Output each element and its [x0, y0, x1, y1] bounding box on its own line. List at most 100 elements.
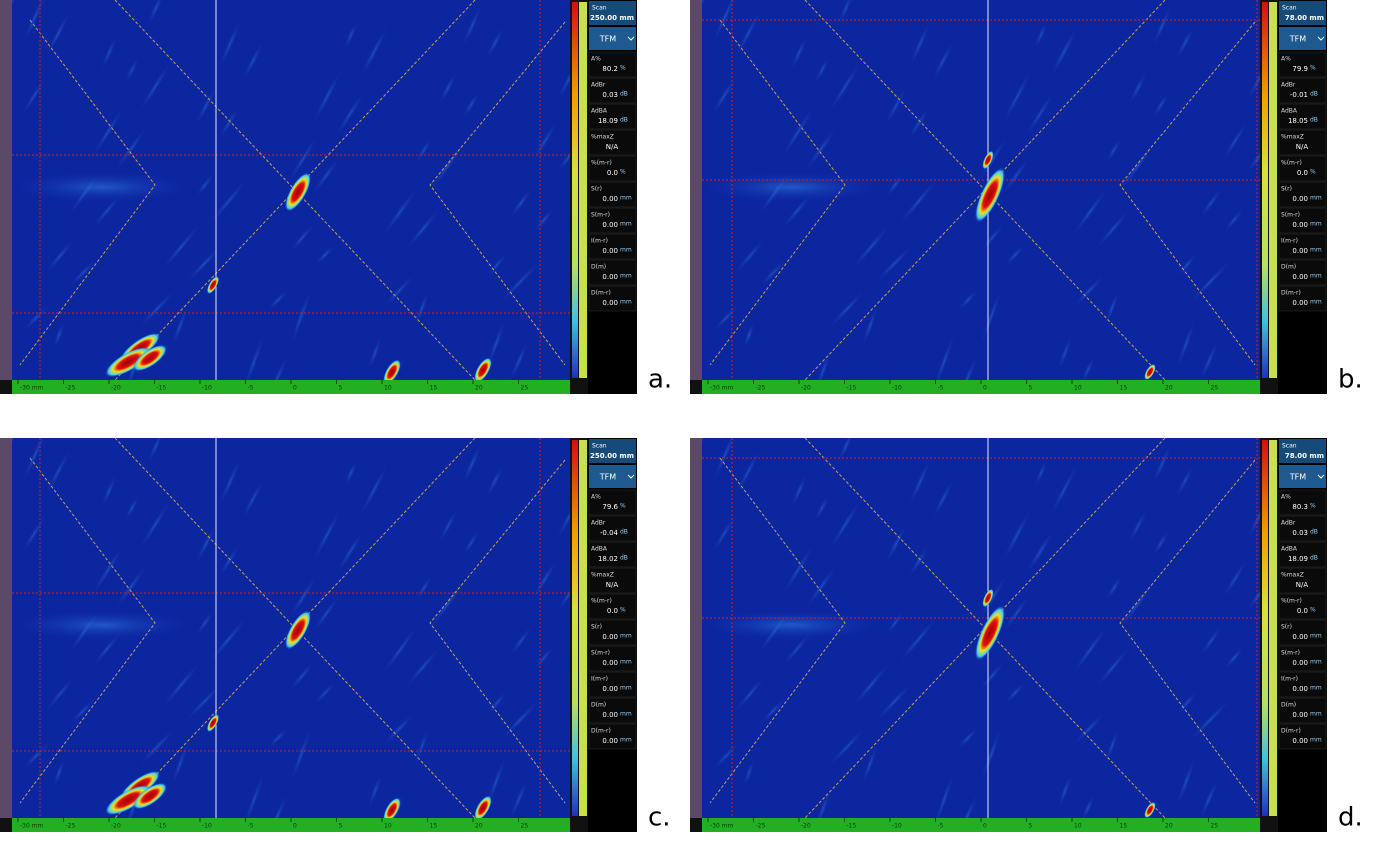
speckle [735, 239, 765, 273]
speckle [713, 742, 739, 770]
mode-value: TFM [1289, 35, 1306, 44]
speckle [735, 449, 761, 495]
reading-label: D(m-r) [591, 728, 611, 735]
speckle [368, 336, 382, 370]
reading-unit: mm [1310, 247, 1322, 254]
reading-cell [1278, 77, 1327, 104]
mode-dropdown[interactable] [1279, 465, 1326, 488]
reading-cell [588, 77, 637, 104]
speckle [805, 565, 837, 609]
mode-dropdown[interactable] [1279, 27, 1326, 50]
speckle [980, 288, 1002, 346]
reading-cell [1278, 51, 1327, 78]
reading-unit: mm [620, 711, 632, 718]
speckle [486, 319, 506, 369]
mode-dropdown[interactable] [589, 27, 636, 50]
speckle [383, 713, 415, 745]
reading-cell [1278, 671, 1327, 698]
reading-unit: % [1310, 65, 1316, 72]
reading-label: D(m) [1281, 702, 1296, 709]
reading-cell [1278, 233, 1327, 260]
reading-label: S(r) [1281, 186, 1292, 193]
speckle [344, 22, 358, 48]
band [702, 172, 882, 202]
speckle [148, 0, 164, 25]
speckle [712, 438, 738, 483]
reading-value: 0.0 [1297, 169, 1308, 177]
reading-value: 0.00 [1292, 659, 1308, 667]
x-tick-label: -30 mm [710, 385, 734, 392]
band [12, 172, 192, 202]
reading-cell [1278, 515, 1327, 542]
x-tick-label: 20 [1165, 385, 1173, 392]
reading-cell [588, 103, 637, 130]
reading-cell [1278, 593, 1327, 620]
scan-value: 78.00 mm [1285, 14, 1324, 22]
speckle [463, 93, 479, 117]
reading-value: 0.00 [1292, 711, 1308, 719]
speckle [70, 697, 96, 725]
speckle [268, 289, 288, 311]
scan-value: 250.00 mm [590, 14, 634, 22]
x-tick-label: -20 [111, 385, 121, 392]
reading-label: AdBA [1281, 546, 1298, 553]
reading-cell [1278, 567, 1327, 594]
indication [474, 357, 492, 380]
speckle [499, 260, 541, 304]
speckle [53, 759, 65, 787]
reading-label: S(m-r) [1281, 212, 1300, 219]
speckle [1081, 795, 1095, 818]
beam-line [429, 21, 566, 366]
indication [1144, 801, 1156, 818]
speckle [439, 510, 457, 542]
speckle [195, 524, 217, 564]
color-scale [1269, 2, 1277, 378]
speckle [814, 57, 830, 83]
panel-label: c. [648, 803, 671, 833]
reading-value: 0.00 [1292, 195, 1308, 203]
speckle [91, 544, 125, 596]
speckle [45, 11, 71, 57]
speckle [22, 0, 48, 45]
mode-dropdown[interactable] [589, 465, 636, 488]
x-tick-label: -30 mm [20, 823, 44, 830]
speckle [1025, 529, 1055, 575]
speckle [956, 793, 978, 818]
speckle [1199, 340, 1219, 380]
speckle [1119, 580, 1155, 630]
speckle [290, 224, 314, 252]
reading-label: %maxZ [591, 572, 614, 579]
speckle [735, 677, 765, 711]
x-axis-strip [12, 818, 570, 832]
indication [1144, 363, 1156, 380]
reading-unit: dB [620, 529, 628, 536]
reading-value: N/A [1296, 581, 1309, 589]
beam-line [709, 457, 846, 804]
speckle [1106, 576, 1122, 600]
reading-value: 0.00 [1292, 247, 1308, 255]
reading-cell [1278, 541, 1327, 568]
speckle [462, 443, 482, 485]
speckle [312, 158, 340, 194]
reading-label: %maxZ [591, 134, 614, 141]
speckle [382, 187, 418, 237]
reading-unit: mm [620, 737, 632, 744]
speckle [185, 683, 223, 721]
x-tick-label: -10 [892, 385, 902, 392]
speckle [838, 438, 854, 463]
speckle [760, 697, 786, 725]
speckle [781, 106, 815, 158]
x-tick-label: 15 [1120, 385, 1128, 392]
x-axis-strip [12, 380, 570, 394]
speckle [416, 138, 432, 162]
x-tick-label: 20 [475, 385, 483, 392]
speckle [208, 616, 248, 664]
reading-unit: dB [620, 555, 628, 562]
speckle [534, 647, 554, 669]
reading-unit: mm [620, 299, 632, 306]
reading-label: AdBr [591, 82, 606, 89]
reading-unit: mm [1310, 221, 1322, 228]
reading-cell [588, 697, 637, 724]
x-tick-label: -5 [938, 385, 944, 392]
reading-unit: % [620, 607, 626, 614]
